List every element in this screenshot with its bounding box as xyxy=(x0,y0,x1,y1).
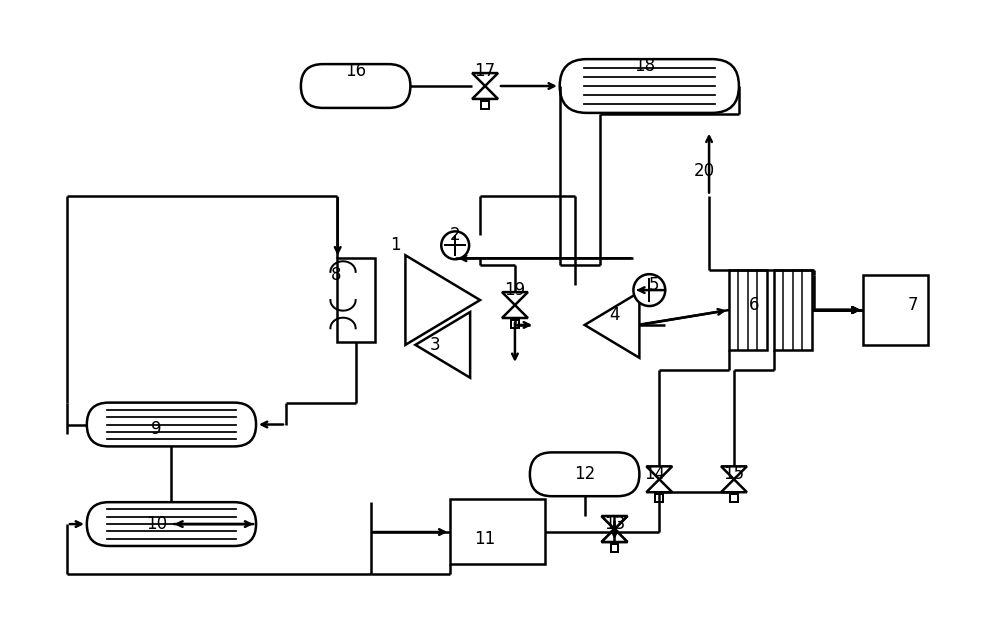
FancyBboxPatch shape xyxy=(530,452,639,496)
Polygon shape xyxy=(472,73,498,86)
Polygon shape xyxy=(602,516,627,529)
Circle shape xyxy=(441,231,469,260)
Bar xyxy=(511,320,519,328)
Polygon shape xyxy=(646,479,672,492)
Bar xyxy=(863,275,928,345)
Text: 11: 11 xyxy=(474,530,496,548)
Circle shape xyxy=(633,274,665,306)
Polygon shape xyxy=(602,516,627,529)
FancyBboxPatch shape xyxy=(87,502,256,546)
Bar xyxy=(481,101,489,109)
Polygon shape xyxy=(646,466,672,479)
Bar xyxy=(730,494,738,502)
Bar xyxy=(611,544,618,552)
Polygon shape xyxy=(415,312,470,378)
Text: 5: 5 xyxy=(649,276,660,294)
Text: 19: 19 xyxy=(504,281,525,299)
Text: 4: 4 xyxy=(609,306,620,324)
Bar xyxy=(729,270,767,350)
Bar xyxy=(655,494,663,502)
Text: 3: 3 xyxy=(430,336,441,354)
Polygon shape xyxy=(602,529,627,542)
Text: 6: 6 xyxy=(749,296,759,314)
FancyBboxPatch shape xyxy=(560,59,739,113)
Text: 15: 15 xyxy=(723,466,745,483)
FancyBboxPatch shape xyxy=(87,403,256,447)
Text: 18: 18 xyxy=(634,57,655,75)
Polygon shape xyxy=(405,255,480,345)
Polygon shape xyxy=(472,86,498,99)
Text: 17: 17 xyxy=(475,62,496,80)
Polygon shape xyxy=(721,466,747,479)
Text: 12: 12 xyxy=(574,466,595,483)
Text: 9: 9 xyxy=(151,420,162,438)
Text: 10: 10 xyxy=(146,515,167,533)
Bar xyxy=(450,499,545,564)
Polygon shape xyxy=(502,305,528,318)
Text: 14: 14 xyxy=(644,466,665,483)
Text: 8: 8 xyxy=(330,266,341,284)
Polygon shape xyxy=(721,479,747,492)
Polygon shape xyxy=(602,529,627,542)
Text: 13: 13 xyxy=(604,515,625,533)
Polygon shape xyxy=(585,292,639,358)
Polygon shape xyxy=(502,292,528,305)
FancyBboxPatch shape xyxy=(301,64,410,108)
Text: 1: 1 xyxy=(390,236,401,255)
Bar xyxy=(774,270,812,350)
Text: 20: 20 xyxy=(694,162,715,180)
Text: 16: 16 xyxy=(345,62,366,80)
Bar xyxy=(337,258,375,342)
Text: 7: 7 xyxy=(908,296,918,314)
Bar xyxy=(611,544,618,552)
Text: 2: 2 xyxy=(450,226,461,244)
